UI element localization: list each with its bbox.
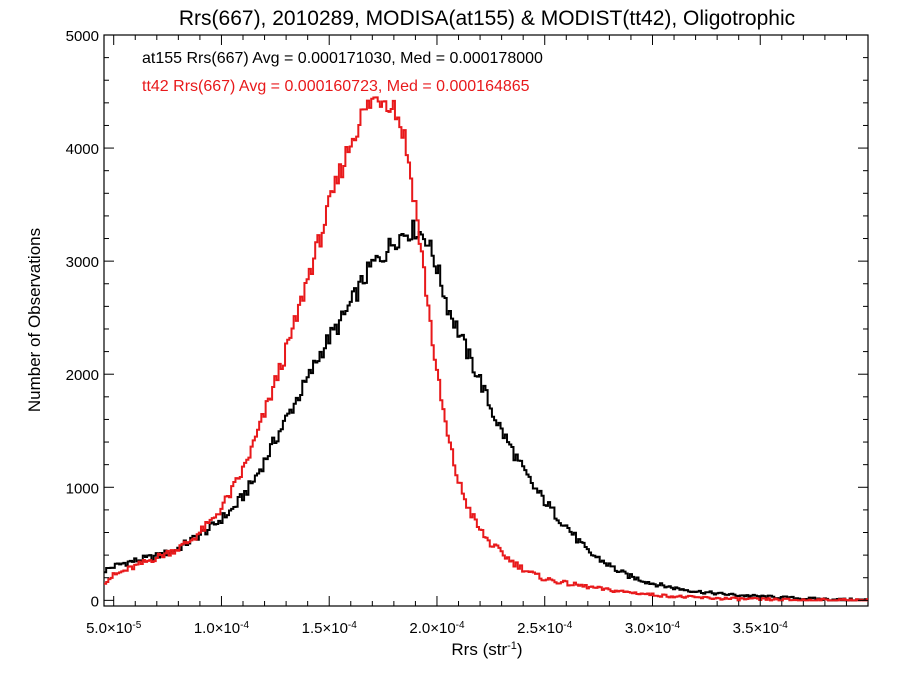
- x-tick-label: 3.5×10-4: [733, 620, 789, 638]
- y-tick-label: 0: [91, 593, 99, 610]
- histogram-series-at155: [104, 219, 868, 602]
- x-axis-label-sup: -1: [507, 640, 517, 652]
- y-tick-label: 5000: [66, 28, 99, 45]
- series-layer: [104, 96, 868, 602]
- chart-title: Rrs(667), 2010289, MODISA(at155) & MODIS…: [179, 7, 795, 30]
- plot-frame: [103, 34, 869, 607]
- annotation-tt42-stats: tt42 Rrs(667) Avg = 0.000160723, Med = 0…: [142, 78, 530, 95]
- x-axis-label: Rrs (str-1): [451, 640, 522, 659]
- x-tick-label: 5.0×10-5: [86, 620, 142, 638]
- annotation-at155-stats: at155 Rrs(667) Avg = 0.000171030, Med = …: [142, 50, 543, 67]
- x-tick-label: 2.5×10-4: [517, 620, 573, 638]
- tick-layer: 0 1000 2000 3000 4000 5000 5.0×10-5 1.0×10-4 1.5…: [66, 28, 868, 637]
- y-tick-label: 3000: [66, 254, 99, 271]
- y-tick-label: 1000: [66, 480, 99, 497]
- y-axis-label: Number of Observations: [25, 228, 44, 412]
- x-axis-label-base: Rrs (str: [451, 640, 507, 659]
- y-tick-label: 4000: [66, 141, 99, 158]
- x-tick-label: 1.5×10-4: [302, 620, 358, 638]
- x-tick-label: 1.0×10-4: [194, 620, 250, 638]
- y-tick-label: 2000: [66, 367, 99, 384]
- x-tick-label: 2.0×10-4: [409, 620, 465, 638]
- histogram-series-tt42: [104, 96, 868, 602]
- x-tick-label: 3.0×10-4: [625, 620, 681, 638]
- x-axis-label-end: ): [517, 640, 523, 659]
